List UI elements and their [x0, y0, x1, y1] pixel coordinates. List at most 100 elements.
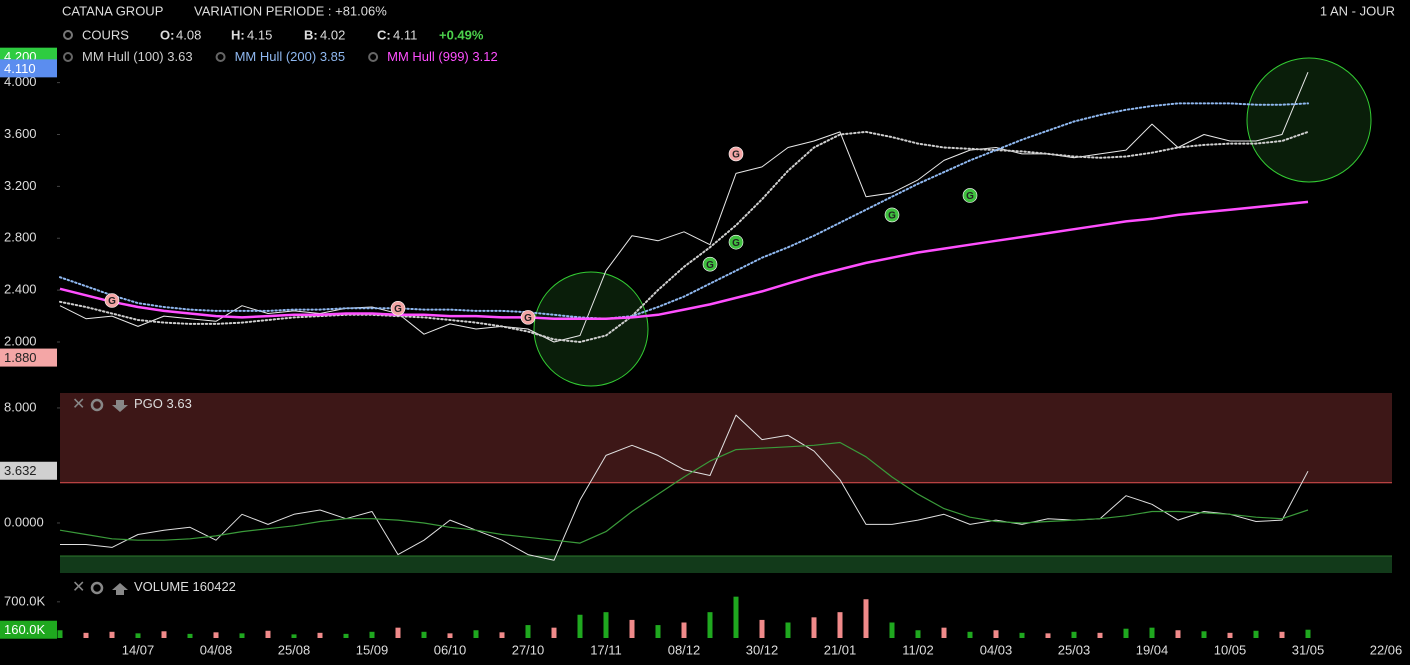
- x-tick-label: 04/03: [980, 642, 1013, 657]
- price-marker-label: 4.110: [4, 61, 36, 76]
- highlight: [533, 271, 649, 387]
- signal: [104, 293, 120, 308]
- volume-bar: [161, 631, 167, 638]
- x-tick-label: 25/03: [1058, 642, 1091, 657]
- down-icon[interactable]: [112, 400, 128, 412]
- price-marker: [0, 59, 57, 78]
- volume-bar: [681, 622, 687, 638]
- x-tick-label: 10/05: [1214, 642, 1247, 657]
- pgo-name: PGO: [134, 396, 163, 411]
- volume-bar: [1123, 628, 1129, 638]
- x-tick-label: 11/02: [902, 642, 934, 657]
- x-tick-label: 14/07: [122, 642, 155, 657]
- signal-label: G: [732, 150, 740, 161]
- up-icon[interactable]: [112, 583, 128, 595]
- price-marker-label: 1.880: [4, 350, 37, 365]
- x-tick-label: 06/10: [434, 642, 467, 657]
- y-tick-label: 700.0K: [4, 593, 46, 608]
- volume-bar: [447, 633, 453, 638]
- company: CATANA GROUP: [62, 3, 163, 18]
- close-icon[interactable]: ✕: [72, 579, 85, 596]
- x-tick-label: 04/08: [200, 642, 233, 657]
- volume-bar: [57, 630, 63, 638]
- volume-bar: [993, 630, 999, 638]
- series-line: [59, 441, 1309, 544]
- variation: VARIATION PERIODE : +81.06%: [194, 3, 387, 18]
- high-label: H:: [231, 27, 245, 42]
- volume-bar: [707, 612, 713, 638]
- volume-bar: [1279, 631, 1285, 638]
- volume-bar: [421, 631, 427, 638]
- y-tick-label: 4.000: [4, 74, 37, 89]
- legend-entry: MM Hull (100) 3.63: [82, 49, 193, 64]
- y-tick-label: 0.0000: [4, 514, 44, 529]
- volume-bar: [551, 627, 557, 638]
- y-tick-label: 3.600: [4, 126, 37, 141]
- volume-current: 160422: [193, 579, 236, 594]
- legend-entry: MM Hull (999) 3.12: [387, 49, 498, 64]
- change: +0.49%: [439, 27, 484, 42]
- signal: [884, 207, 900, 223]
- legend-name: MM Hull (999): [387, 49, 469, 64]
- signal-label: G: [524, 313, 532, 324]
- marks: 14/07 04/08 25/08 15/09 06/10 27/10 17/11 08/12…: [0, 47, 1402, 657]
- volume-bar: [135, 633, 141, 638]
- volume-title: VOLUME 160422: [134, 579, 236, 594]
- volume-bar: [317, 632, 323, 638]
- low: 4.02: [320, 27, 345, 42]
- volume-bar: [1149, 627, 1155, 638]
- x-tick-label: 30/12: [746, 642, 779, 657]
- x-tick-label: 08/12: [668, 642, 701, 657]
- legend-value: 3.85: [320, 49, 345, 64]
- volume-bar: [915, 630, 921, 638]
- volume-bar: [577, 614, 583, 638]
- volume-bar: [785, 622, 791, 638]
- gear-icon[interactable]: [90, 398, 104, 412]
- price-marker-label: 160.0K: [4, 622, 46, 637]
- y-tick-label: 2.000: [4, 333, 37, 348]
- period[interactable]: 1 AN - JOUR: [1320, 3, 1395, 18]
- volume-bar: [889, 622, 895, 638]
- legend-entry: MM Hull (200) 3.85: [235, 49, 346, 64]
- x-tick-label: 25/08: [278, 642, 311, 657]
- signal: [728, 146, 744, 162]
- gear-icon[interactable]: [63, 30, 73, 40]
- signal-label: G: [966, 191, 974, 202]
- signal: [520, 310, 536, 325]
- signal: [962, 188, 978, 203]
- volume-bar: [343, 633, 349, 638]
- low-label: B:: [304, 27, 318, 42]
- volume-bar: [109, 631, 115, 638]
- gear-icon[interactable]: [90, 581, 104, 595]
- x-tick-label: 15/09: [356, 642, 389, 657]
- price-marker: [0, 461, 57, 480]
- open-label: O:: [160, 27, 174, 42]
- signal: [390, 300, 406, 316]
- volume-bar: [291, 634, 297, 638]
- volume-bar: [1019, 632, 1025, 638]
- close: 4.11: [393, 27, 417, 42]
- close-icon[interactable]: ✕: [72, 396, 85, 413]
- volume-bar: [1253, 630, 1259, 638]
- gear-icon: [63, 52, 73, 62]
- volume-bar: [733, 596, 739, 638]
- pgo-title: PGO 3.63: [134, 396, 192, 411]
- signal-label: G: [888, 211, 896, 222]
- legend-value: 3.12: [472, 49, 497, 64]
- signal-label: G: [108, 296, 116, 307]
- x-tick-label: 27/10: [512, 642, 545, 657]
- x-tick-label: 19/04: [1136, 642, 1169, 657]
- high: 4.15: [247, 27, 272, 42]
- volume-bar: [83, 632, 89, 638]
- price-marker: [0, 620, 57, 639]
- signal: [702, 256, 718, 272]
- oversold-zone: [60, 556, 1392, 573]
- volume-bar: [525, 625, 531, 638]
- volume-bar: [1097, 632, 1103, 638]
- volume-bar: [941, 627, 947, 638]
- volume-bar: [187, 633, 193, 638]
- series-line: [59, 130, 1309, 343]
- series-line: [59, 72, 1309, 343]
